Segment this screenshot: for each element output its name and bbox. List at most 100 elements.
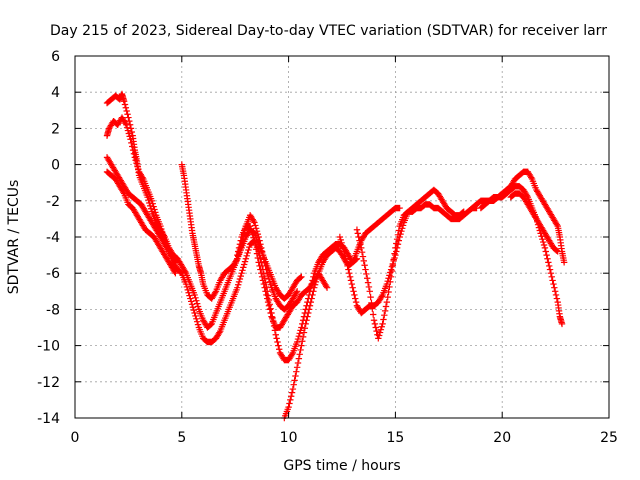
data-point-marker [287,393,295,400]
data-point-marker [261,259,268,266]
x-tick-label: 10 [280,430,298,446]
data-point-marker [352,298,360,306]
data-point-marker [259,277,267,284]
data-point-marker [300,329,308,336]
series-arc-l [507,190,561,255]
data-point-marker [540,241,548,249]
data-point-marker [267,281,274,288]
data-point-marker [382,303,390,310]
data-point-marker [379,320,386,328]
data-point-marker [346,270,353,277]
data-point-marker [543,251,550,259]
data-point-marker [311,281,319,288]
data-point-marker [267,309,274,317]
data-point-marker [541,244,549,252]
data-point-marker [254,254,262,262]
data-point-marker [126,117,133,125]
data-point-marker [258,248,266,255]
data-point-marker [311,284,318,291]
data-point-marker [392,244,399,252]
data-point-marker [364,275,371,282]
data-point-marker [273,335,280,342]
data-point-marker [126,133,133,140]
data-point-marker [383,298,391,306]
data-point-marker [387,278,394,286]
data-point-marker [360,257,367,265]
data-point-marker [255,233,262,241]
data-point-marker [124,127,132,134]
data-point-marker [251,219,258,226]
data-point-marker [189,304,197,311]
data-point-marker [148,197,156,204]
data-point-marker [355,233,362,241]
data-point-marker [257,266,264,273]
data-point-marker [288,389,296,396]
data-point-marker [182,280,190,288]
data-point-marker [539,235,546,243]
data-point-marker [542,248,549,255]
data-point-marker [293,368,300,375]
data-point-marker [251,237,258,244]
data-point-marker [171,257,178,265]
data-point-marker [339,242,346,249]
data-point-marker [352,295,359,302]
data-point-marker [235,278,243,286]
data-point-marker [263,266,270,273]
y-tick-label: -4 [46,230,60,246]
data-point-marker [133,159,140,167]
y-tick-label: 4 [51,85,60,101]
data-point-marker [545,262,553,270]
data-point-marker [293,338,301,346]
data-point-marker [387,266,395,273]
data-point-marker [240,264,247,271]
data-point-marker [351,291,358,299]
data-point-marker [257,241,264,248]
data-point-marker [250,234,257,241]
data-point-marker [305,306,313,313]
x-tick-label: 20 [493,430,511,446]
data-point-marker [375,335,382,342]
data-point-marker [235,244,243,252]
grid [75,56,609,418]
y-tick-label: -12 [37,375,60,391]
data-point-marker [375,332,383,339]
data-point-marker [309,291,316,299]
data-point-marker [193,300,201,307]
data-point-marker [547,270,555,277]
data-point-marker [378,323,385,330]
data-point-marker [285,403,292,411]
data-point-marker [158,225,165,233]
chart-title: Day 215 of 2023, Sidereal Day-to-day VTE… [50,23,607,39]
data-point-marker [372,324,379,331]
data-point-marker [390,256,397,263]
data-point-marker [393,240,400,247]
data-point-marker [298,324,305,331]
data-point-marker [298,273,305,281]
data-point-marker [129,146,137,154]
data-point-marker [371,320,379,328]
x-tick-label: 15 [386,430,404,446]
data-point-marker [354,230,362,237]
data-point-marker [297,327,304,334]
data-point-marker [264,295,271,302]
data-point-marker [234,284,241,291]
data-point-marker [243,252,250,260]
data-point-marker [384,293,391,301]
data-point-marker [356,237,363,244]
data-point-marker [389,262,397,269]
data-point-marker [560,259,568,266]
data-point-marker [258,244,265,252]
data-point-marker [236,275,244,283]
data-point-marker [366,288,373,295]
data-point-marker [540,238,547,246]
data-point-marker [258,270,265,277]
data-point-marker [314,272,321,280]
data-point-marker [276,346,283,353]
data-point-marker [211,289,219,296]
data-point-marker [344,262,351,270]
data-point-marker [544,255,551,262]
data-point-marker [381,311,388,319]
data-point-marker [322,283,330,290]
data-point-marker [234,281,242,288]
